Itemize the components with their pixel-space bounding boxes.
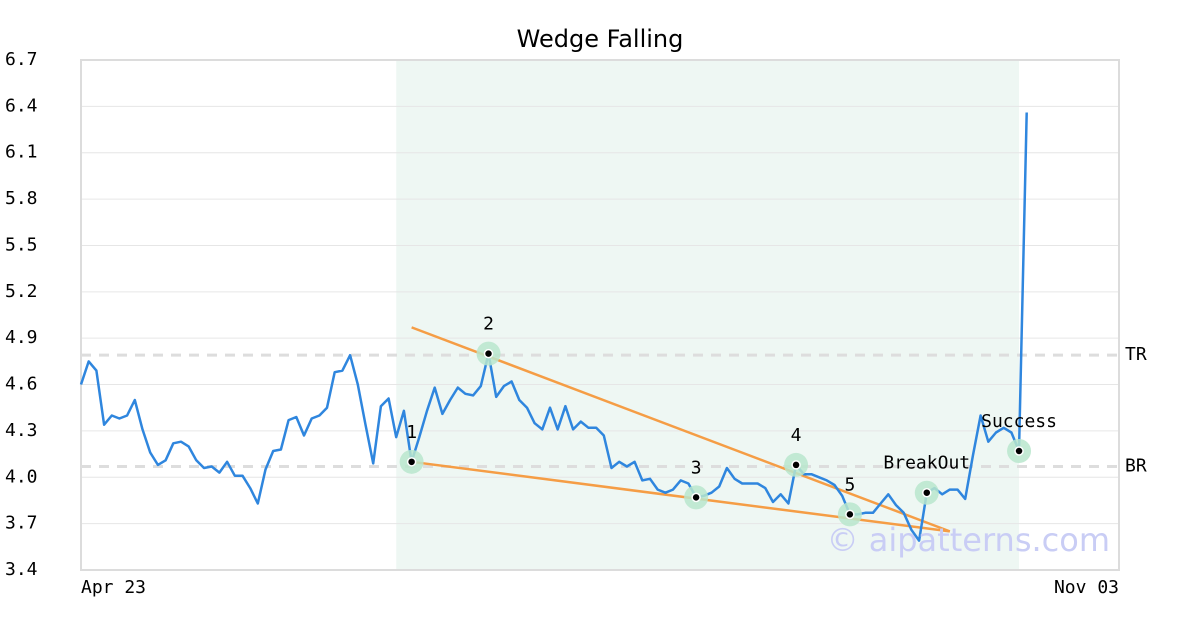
- y-tick-label: 4.6: [5, 374, 38, 395]
- watermark: © aipatterns.com: [827, 521, 1110, 559]
- y-tick-label: 4.0: [5, 466, 38, 487]
- level-label: TR: [1125, 344, 1147, 365]
- pattern-point: [691, 492, 701, 503]
- y-tick-label: 6.1: [5, 142, 38, 163]
- chart-title: Wedge Falling: [517, 25, 684, 53]
- price-line: [79, 112, 1028, 542]
- pattern-point: [483, 348, 494, 359]
- pattern-point: [791, 460, 801, 470]
- y-tick-label: 5.8: [5, 188, 38, 209]
- trendline: [411, 326, 951, 533]
- pattern-label: Success: [981, 411, 1057, 432]
- plot-border: [80, 59, 1120, 571]
- pattern-label: 5: [844, 474, 855, 495]
- pattern-point: [406, 457, 417, 467]
- pattern-label: 2: [483, 314, 494, 335]
- pattern-label: BreakOut: [883, 453, 970, 474]
- x-tick-label: Apr 23: [81, 577, 146, 598]
- y-tick-label: 3.4: [5, 559, 38, 580]
- pattern-label: 3: [691, 457, 702, 478]
- y-tick-label: 4.9: [5, 327, 38, 348]
- pattern-label: 1: [406, 422, 417, 443]
- y-tick-label: 5.5: [5, 234, 38, 255]
- y-tick-label: 6.4: [5, 95, 38, 116]
- x-tick-label: Nov 03: [1054, 577, 1119, 598]
- y-tick-label: 3.7: [5, 513, 38, 534]
- pattern-point: [845, 509, 855, 520]
- level-label: BR: [1125, 455, 1147, 476]
- y-tick-label: 4.3: [5, 420, 38, 441]
- y-tick-label: 5.2: [5, 281, 38, 302]
- pattern-region: [396, 60, 1020, 570]
- pattern-point: [1014, 446, 1024, 456]
- y-tick-label: 6.7: [5, 49, 38, 70]
- pattern-label: 4: [791, 425, 802, 446]
- pattern-point: [922, 487, 932, 498]
